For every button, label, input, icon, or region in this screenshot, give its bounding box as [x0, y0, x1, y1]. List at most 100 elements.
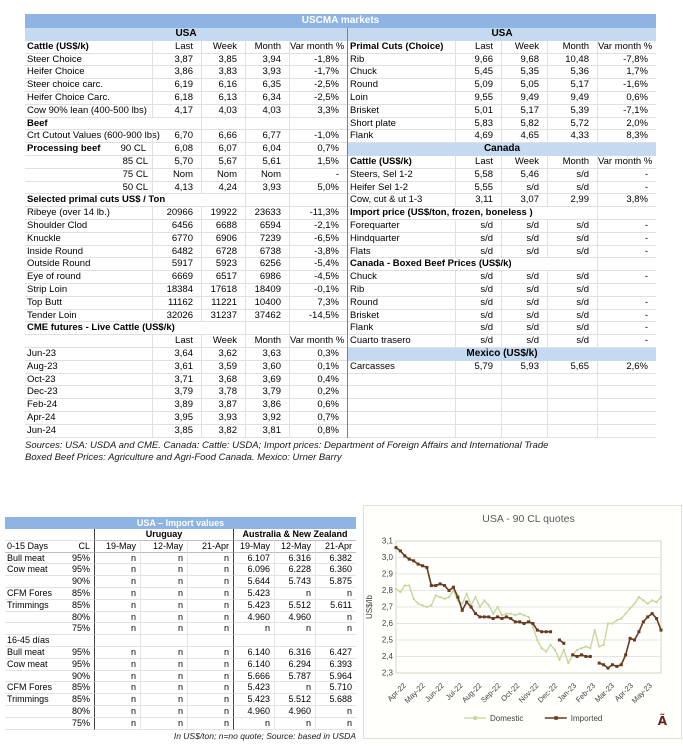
row-label-cell: Shoulder Clod [25, 220, 152, 233]
value-cell: 6,66 [201, 130, 245, 144]
row-label-cell: CME futures - Live Cattle (US$/k) [25, 322, 201, 336]
sources-line-1: Sources: USA: USDA and CME. Canada: Catt… [25, 440, 549, 451]
value-cell: 5.423 [233, 599, 274, 612]
value-cell: n [140, 717, 187, 730]
value-cell: 2,0% [597, 117, 656, 131]
value-cell: s/d [547, 168, 597, 182]
value-cell: -7,1% [597, 104, 656, 118]
value-cell: 5,70 [152, 155, 201, 169]
value-cell: 3,87 [152, 53, 201, 67]
value-cell: 5.423 [233, 587, 274, 600]
table-row [348, 399, 656, 412]
table-row: Chuck s/d s/d s/d - [348, 271, 656, 284]
value-cell [455, 373, 501, 387]
value-cell [547, 373, 597, 387]
value-cell: 9,68 [501, 53, 547, 67]
y-tick-label: 2,4 [382, 652, 394, 661]
x-tick-label: May-23 [630, 681, 654, 705]
value-cell: 9,49 [547, 91, 597, 105]
cl-cell: 95% [70, 647, 94, 659]
value-cell: 4,33 [547, 130, 597, 144]
value-cell: 6,08 [152, 143, 201, 156]
value-cell: 5,46 [501, 168, 547, 182]
value-cell: 6906 [201, 232, 245, 246]
value-cell: - [597, 181, 656, 195]
value-cell [455, 386, 501, 400]
row-label-cell [5, 671, 70, 683]
value-cell: -11,3% [289, 207, 347, 220]
cl-cell: 90% [70, 576, 94, 588]
value-cell: 5917 [152, 258, 201, 272]
row-label-cell: Jun-23 [25, 348, 152, 361]
value-cell: n [187, 694, 233, 706]
value-cell: Last [152, 335, 201, 348]
value-cell: 18409 [245, 283, 289, 297]
value-cell: 3,71 [152, 373, 201, 387]
value-cell: s/d [455, 322, 501, 336]
value-cell: s/d [455, 296, 501, 310]
value-cell: 6738 [245, 245, 289, 259]
value-cell: 5,39 [547, 104, 597, 118]
row-label-cell: Strip Loin [25, 284, 152, 297]
value-cell: 6,07 [201, 143, 245, 156]
value-cell: -1,8% [289, 53, 347, 67]
value-cell: n [94, 717, 140, 730]
cl-cell: 85% [70, 588, 94, 600]
col-header-a-3: 21-Apr [315, 540, 356, 553]
value-cell: Var month % [597, 40, 656, 54]
value-cell: 6.107 [233, 552, 274, 565]
import-table-row: Cow meat 95% n n n 6.140 6.294 6.393 [5, 658, 356, 671]
row-label-cell: Import price (US$/ton, frozen, boneless … [348, 207, 547, 220]
value-cell: -5,4% [289, 258, 347, 272]
value-cell: n [94, 611, 140, 624]
value-cell: s/d [455, 309, 501, 323]
value-cell: 6.427 [315, 646, 356, 659]
value-cell: n [94, 552, 140, 565]
value-cell: 6,34 [245, 91, 289, 105]
row-label-cell: Cattle (US$/k) [25, 41, 152, 54]
row-label-cell: Bull meat [5, 647, 70, 659]
table-row: Brisket s/d s/d s/d - [348, 309, 656, 323]
usa-cattle-table: USA Cattle (US$/k) Last Week Month Var month … [25, 28, 347, 438]
table-row: Steer choice carc. 6,19 6,16 6,35 -2,5% [25, 79, 347, 92]
value-cell: 4,03 [201, 104, 245, 118]
row-label-cell: Apr-24 [25, 412, 152, 425]
table-row: Flank s/d s/d s/d - [348, 322, 656, 336]
value-cell: s/d [547, 181, 597, 195]
value-cell: s/d [501, 232, 547, 246]
value-cell: 3,93 [245, 181, 289, 195]
table-row: Primal Cuts (Choice) Last Week Month Var mon… [348, 40, 656, 54]
value-cell: - [597, 168, 656, 182]
row-label-cell: Top Butt [25, 297, 152, 310]
row-label-cell: Heifer Choice Carc. [25, 92, 152, 105]
row-label-wrap: Processing beef 90 CL [27, 143, 152, 156]
value-cell: 2,6% [597, 360, 656, 374]
region-header-row: Canada [348, 143, 656, 156]
y-tick-label: 2,5 [382, 636, 394, 645]
value-cell: n [274, 717, 315, 730]
table-row: Beef [25, 117, 347, 131]
value-cell: n [140, 599, 187, 612]
value-cell [597, 386, 656, 400]
y-tick-label: 3,1 [382, 537, 394, 546]
row-label-cell: Cow meat [5, 659, 70, 671]
value-cell: Nom [201, 168, 245, 182]
table-row: Ribeye (over 14 lb.) 20966 19922 23633 -11,3… [25, 207, 347, 220]
value-cell: 5.423 [233, 694, 274, 706]
value-cell: 6.382 [315, 552, 356, 565]
value-cell: n [94, 705, 140, 718]
table-row: Loin 9,55 9,49 9,49 0,6% [348, 91, 656, 105]
import-table-row: Trimmings 85% n n n 5.423 5.512 5.611 [5, 599, 356, 612]
table-row: Top Butt 11162 11221 10400 7,3% [25, 296, 347, 310]
row-label-cell: Forequarter [348, 220, 455, 233]
row-label-cell: Carcasses [348, 361, 455, 374]
row-label-cell: Loin [348, 92, 455, 105]
uscma-markets-header: USCMA markets [25, 14, 656, 28]
value-cell: Month [547, 155, 597, 169]
row-label-cell: Hindquarter [348, 233, 455, 246]
chart-svg: USA - 90 CL quotes 2,3 2,4 2,5 2,6 2,7 2,8 2,9 3… [365, 513, 668, 728]
import-table-row: 80% n n n 4.960 4.960 n [5, 611, 356, 624]
value-cell: 3,59 [201, 360, 245, 374]
table-row: Selected primal cuts US$ / Ton [25, 194, 347, 208]
table-row: Aug-23 3,61 3,59 3,60 0,1% [25, 360, 347, 374]
